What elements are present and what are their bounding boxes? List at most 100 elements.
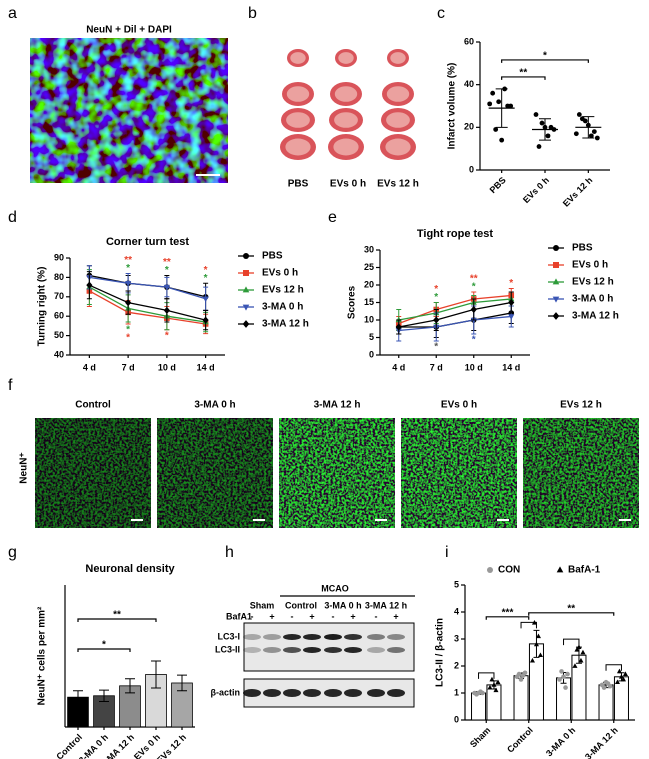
- y-tick-label: 4: [454, 606, 459, 616]
- slice-tissue: [334, 86, 358, 102]
- error-bar: [73, 690, 83, 705]
- series-line: [89, 286, 206, 323]
- band: [344, 634, 362, 640]
- y-axis-label: Infarct volume (%): [447, 63, 458, 150]
- slice-tissue: [386, 112, 410, 128]
- band: [283, 647, 301, 653]
- y-tick-label: 5: [454, 579, 459, 589]
- data-point: [480, 690, 485, 696]
- data-point: [125, 298, 132, 307]
- micrograph: [35, 418, 151, 528]
- error-bar: [539, 118, 551, 141]
- blot-bands: [243, 634, 405, 697]
- data-point: [539, 120, 545, 126]
- data-point: [533, 112, 539, 117]
- legend-label: PBS: [572, 243, 593, 254]
- slice-tissue: [333, 138, 359, 156]
- band: [344, 689, 362, 697]
- sign: +: [350, 611, 355, 621]
- error-bar: [99, 689, 109, 702]
- significance-bracket: [485, 616, 530, 620]
- series-line: [89, 290, 206, 325]
- error-bar: [125, 678, 135, 694]
- data-point: [163, 284, 170, 291]
- data-point: [572, 663, 578, 668]
- data-point: [202, 316, 209, 324]
- data-point: [487, 101, 493, 107]
- x-tick-label: EVs 12 h: [154, 732, 188, 759]
- y-tick-label: 25: [364, 262, 374, 272]
- annotation: **: [124, 255, 132, 266]
- band: [283, 689, 301, 697]
- annotation: *: [204, 273, 208, 284]
- data-point: [533, 641, 539, 647]
- data-point: [548, 124, 554, 130]
- annotation: *: [472, 335, 476, 346]
- annotation: *: [434, 284, 438, 295]
- legend-marker: [552, 296, 560, 303]
- y-tick-label: 40: [464, 79, 474, 89]
- annotation: *: [434, 342, 438, 353]
- legend-marker: [553, 245, 559, 251]
- group-label: EVs 0 h: [330, 179, 366, 190]
- annotation: **: [163, 257, 171, 268]
- data-point: [508, 314, 515, 320]
- significance-label: *: [543, 51, 547, 62]
- panel-label: h: [225, 544, 234, 561]
- group-label: EVs 12 h: [560, 400, 602, 411]
- slice-tissue: [338, 52, 354, 64]
- slice-tissue: [386, 86, 410, 102]
- sign: +: [393, 611, 398, 621]
- y-tick-label: 1: [454, 687, 459, 697]
- y-tick-label: 60: [464, 36, 474, 46]
- y-tick-label: 0: [369, 349, 374, 359]
- panel-label: d: [8, 209, 17, 226]
- data-point: [491, 682, 497, 687]
- annotation: *: [126, 263, 130, 274]
- y-tick-label: 90: [54, 252, 64, 262]
- slice-tissue: [334, 112, 358, 128]
- annotation: *: [126, 325, 130, 336]
- y-tick-label: 30: [364, 244, 374, 254]
- data-point: [537, 652, 543, 658]
- series-line: [398, 294, 512, 325]
- series-line: [398, 301, 512, 328]
- band: [344, 647, 362, 653]
- data-point: [545, 133, 551, 139]
- y-axis-label: NeuN⁺ cells per mm²: [37, 606, 48, 705]
- y-tick-label: 3: [454, 633, 459, 643]
- data-point: [594, 135, 600, 141]
- slice-tissue: [286, 86, 310, 102]
- panel-label: a: [8, 5, 17, 22]
- panel-label: b: [248, 5, 257, 22]
- legend-marker: [552, 278, 560, 285]
- panel-label: f: [8, 377, 13, 394]
- y-axis-label: LC3-II / β-actin: [435, 618, 446, 687]
- bar: [556, 677, 572, 721]
- chart-title: Corner turn test: [106, 236, 189, 248]
- brain-slices: [280, 49, 416, 160]
- y-tick-label: 15: [364, 297, 374, 307]
- y-tick-label: 10: [364, 314, 374, 324]
- annotation: *: [126, 333, 130, 344]
- band: [283, 634, 301, 640]
- group-label: MCAO: [321, 583, 349, 593]
- chart-title: Neuronal density: [85, 563, 175, 575]
- data-point: [470, 305, 477, 314]
- y-tick-label: 40: [54, 349, 64, 359]
- data-point: [614, 679, 620, 685]
- y-tick-label: 5: [369, 332, 374, 342]
- row-label: NeuN⁺: [19, 452, 30, 483]
- y-tick-label: 20: [464, 122, 474, 132]
- significance-bracket: [528, 612, 615, 616]
- band: [263, 689, 281, 697]
- data-point: [395, 323, 402, 331]
- annotation: **: [470, 274, 478, 285]
- lane-label: 3-MA 12 h: [365, 600, 407, 610]
- slice-tissue: [385, 138, 411, 156]
- y-tick-label: 20: [364, 279, 374, 289]
- pair-bracket: [520, 621, 537, 629]
- y-tick-label: 60: [54, 311, 64, 321]
- micrograph: [523, 418, 639, 528]
- legend-marker: [552, 312, 560, 320]
